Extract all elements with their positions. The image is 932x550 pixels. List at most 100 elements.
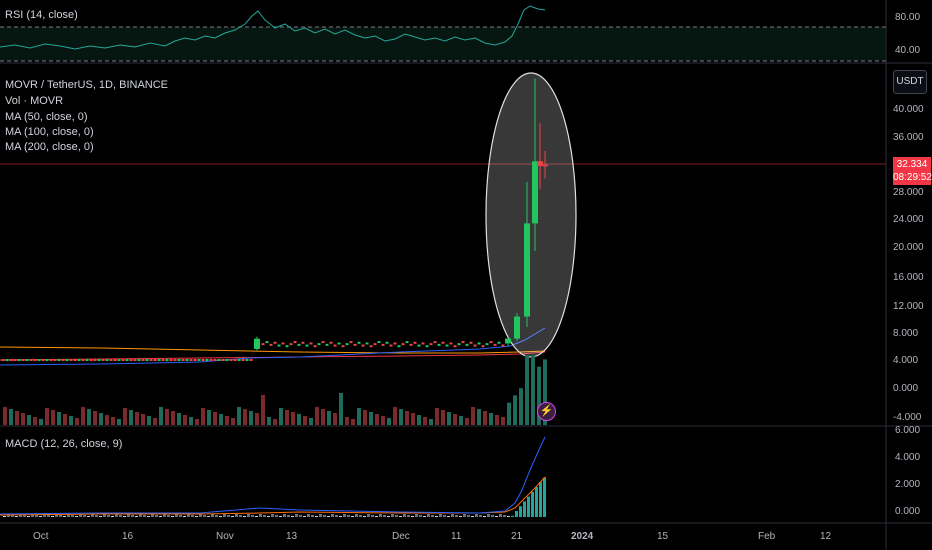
- macd-bar: [279, 516, 282, 517]
- macd-bar: [463, 514, 466, 517]
- volume-bar: [543, 359, 547, 425]
- small-candle: [193, 359, 197, 362]
- small-candle: [269, 343, 273, 346]
- small-candle: [169, 359, 173, 362]
- small-candle: [65, 359, 69, 362]
- volume-bar: [279, 408, 283, 425]
- ma100-legend[interactable]: MA (100, close, 0): [5, 126, 94, 138]
- volume-bar: [303, 416, 307, 425]
- small-candle: [469, 341, 473, 344]
- small-candle: [25, 359, 29, 362]
- macd-bar: [483, 516, 486, 517]
- volume-bar: [429, 419, 433, 425]
- small-candle: [17, 359, 21, 362]
- macd-bar: [27, 516, 30, 517]
- macd-bar: [203, 515, 206, 517]
- countdown-value: 08:29:52: [893, 172, 932, 183]
- volume-bar: [465, 418, 469, 425]
- macd-bar: [543, 477, 546, 517]
- volume-bar: [123, 408, 127, 425]
- small-candle: [397, 345, 401, 348]
- rsi-tick-80: 80.00: [895, 12, 921, 23]
- small-candle: [61, 359, 65, 362]
- macd-bar: [91, 514, 94, 517]
- macd-bar: [3, 516, 6, 517]
- rsi-band: [0, 27, 886, 61]
- small-candle: [141, 359, 145, 362]
- small-candle: [105, 359, 109, 362]
- macd-bar: [7, 514, 10, 517]
- unit-selector[interactable]: USDT: [893, 70, 927, 94]
- volume-bar: [369, 412, 373, 425]
- macd-bar: [339, 516, 342, 517]
- macd-bar: [75, 516, 78, 517]
- small-candle: [149, 359, 153, 362]
- small-candle: [137, 359, 141, 362]
- macd-bar: [167, 515, 170, 517]
- flash-alert-icon[interactable]: ⚡: [537, 402, 556, 421]
- macd-bar: [251, 515, 254, 517]
- small-candle: [477, 342, 481, 345]
- macd-bar: [79, 514, 82, 517]
- volume-bar: [27, 415, 31, 425]
- candle-body: [524, 223, 530, 317]
- small-candle: [441, 341, 445, 344]
- small-candle: [113, 359, 117, 362]
- macd-bar: [303, 516, 306, 517]
- volume-legend[interactable]: Vol · MOVR: [5, 95, 64, 107]
- macd-bar: [319, 514, 322, 517]
- symbol-legend[interactable]: MOVR / TetherUS, 1D, BINANCE: [5, 79, 169, 91]
- macd-bar: [331, 514, 334, 517]
- macd-bar: [375, 516, 378, 517]
- macd-bar: [159, 516, 162, 517]
- macd-bar: [335, 515, 338, 517]
- rsi-legend: RSI (14, close): [5, 9, 78, 21]
- macd-bar: [103, 514, 106, 517]
- volume-bar: [177, 413, 181, 425]
- volume-bar: [291, 412, 295, 425]
- macd-bar: [19, 514, 22, 517]
- price-tick: 20.000: [893, 242, 924, 253]
- ma200-legend[interactable]: MA (200, close, 0): [5, 141, 94, 153]
- volume-bar: [189, 417, 193, 425]
- macd-bar: [31, 514, 34, 517]
- small-candle: [341, 345, 345, 348]
- volume-bar: [513, 395, 517, 425]
- macd-bar: [535, 487, 538, 517]
- macd-bar: [539, 482, 542, 517]
- small-candle: [5, 359, 9, 362]
- macd-bar: [531, 491, 534, 517]
- small-candle: [145, 359, 149, 362]
- small-candle: [313, 345, 317, 348]
- volume-bar: [489, 413, 493, 425]
- macd-bar: [111, 516, 114, 517]
- rsi-line: [0, 5, 546, 50]
- volume-bar: [15, 411, 19, 425]
- ma100-line: [0, 351, 546, 361]
- small-candle: [129, 359, 133, 362]
- volume-bar: [75, 418, 79, 425]
- ma50-legend[interactable]: MA (50, close, 0): [5, 111, 88, 123]
- macd-bar: [383, 515, 386, 517]
- volume-bar: [357, 408, 361, 425]
- volume-bar: [531, 355, 535, 425]
- macd-bar: [107, 515, 110, 517]
- volume-bar: [57, 412, 61, 425]
- small-candle: [297, 343, 301, 346]
- macd-bar: [143, 515, 146, 517]
- small-candle: [289, 343, 293, 346]
- small-candle: [329, 341, 333, 344]
- small-candle: [225, 359, 229, 362]
- macd-bar: [263, 515, 266, 517]
- small-candle: [285, 345, 289, 348]
- volume-bar: [111, 417, 115, 425]
- small-candle: [457, 343, 461, 346]
- macd-bar: [403, 514, 406, 517]
- small-candle: [497, 341, 501, 344]
- volume-bar: [405, 411, 409, 425]
- macd-bar: [231, 516, 234, 517]
- small-candle: [1, 359, 5, 362]
- macd-bar: [351, 516, 354, 517]
- small-candle: [157, 359, 161, 362]
